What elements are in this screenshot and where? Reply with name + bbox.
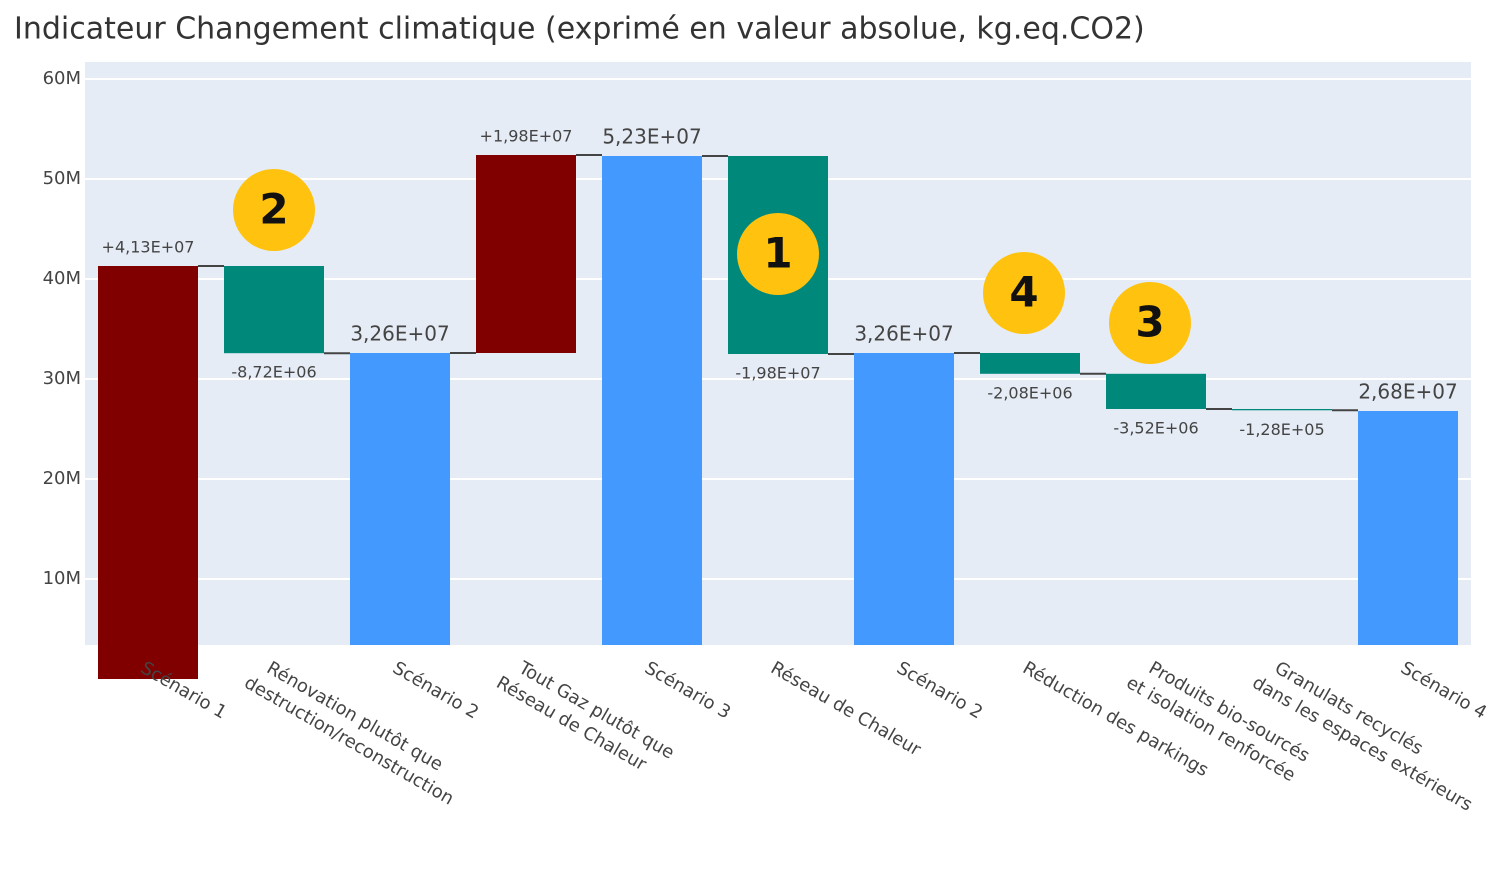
y-tick-label: 40M — [43, 268, 81, 289]
annotation-text: 2 — [259, 185, 288, 234]
chart-title: Indicateur Changement climatique (exprim… — [14, 12, 1145, 47]
y-tick-label: 20M — [43, 468, 81, 489]
value-label: -2,08E+06 — [987, 383, 1072, 402]
value-label: -8,72E+06 — [231, 363, 316, 382]
annotation-badge — [1109, 282, 1191, 364]
bar — [980, 353, 1080, 374]
bar — [98, 266, 198, 679]
y-tick-label: 60M — [43, 68, 81, 89]
value-label: 5,23E+07 — [602, 125, 701, 149]
bar — [224, 266, 324, 354]
y-tick-label: 50M — [43, 168, 81, 189]
value-label: 2,68E+07 — [1358, 380, 1457, 404]
value-label: -3,52E+06 — [1113, 419, 1198, 438]
annotation-text: 4 — [1009, 268, 1038, 317]
value-label: +4,13E+07 — [102, 238, 195, 257]
annotation-text: 1 — [763, 229, 792, 278]
value-label: 3,26E+07 — [350, 322, 449, 346]
annotation-badge — [233, 169, 315, 251]
annotation-badge — [737, 213, 819, 295]
value-label: +1,98E+07 — [480, 127, 573, 146]
bar — [350, 353, 450, 645]
value-label: -1,28E+05 — [1239, 420, 1324, 439]
annotation-badge — [983, 252, 1065, 334]
bar — [1106, 373, 1206, 409]
value-label: 3,26E+07 — [854, 322, 953, 346]
annotation-text: 3 — [1135, 298, 1164, 347]
y-tick-label: 30M — [43, 368, 81, 389]
bar — [602, 156, 702, 645]
y-tick-label: 10M — [43, 568, 81, 589]
bar — [1358, 411, 1458, 645]
value-label: -1,98E+07 — [735, 364, 820, 383]
bar — [1232, 409, 1332, 411]
bar — [854, 353, 954, 645]
bar — [476, 155, 576, 353]
